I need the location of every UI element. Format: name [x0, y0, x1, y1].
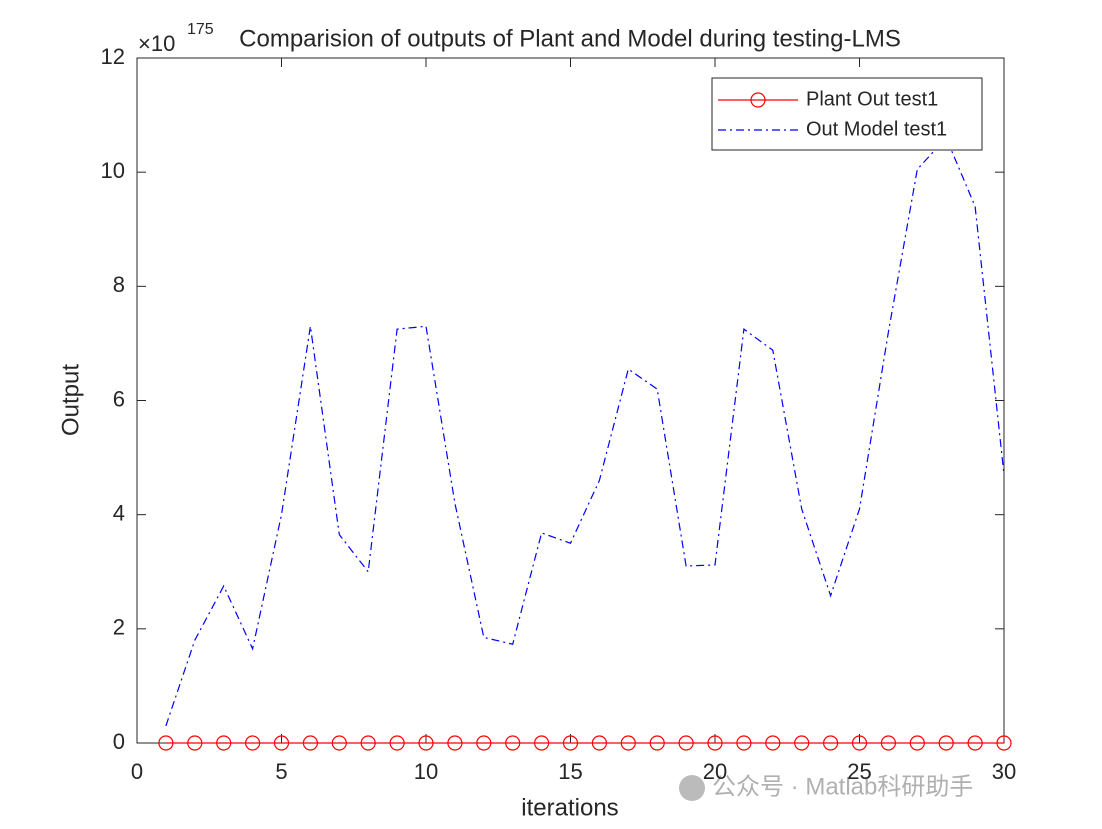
marker	[505, 735, 521, 751]
marker	[794, 735, 810, 751]
x-tick-label: 0	[131, 759, 143, 784]
x-axis-label: iterations	[521, 794, 618, 821]
chart-title: Comparision of outputs of Plant and Mode…	[239, 25, 901, 52]
legend-label: Out Model test1	[806, 118, 947, 140]
marker	[591, 735, 608, 751]
marker	[765, 735, 781, 751]
watermark: 公众号 · Matlab科研助手	[712, 773, 973, 800]
y-tick-label: 0	[113, 729, 125, 754]
marker	[620, 735, 636, 751]
marker	[736, 735, 752, 751]
x-tick-label: 20	[703, 759, 727, 784]
marker	[851, 735, 868, 751]
x-tick-label: 5	[275, 759, 287, 784]
marker	[909, 735, 925, 751]
y-tick-label: 10	[101, 158, 125, 183]
marker	[158, 735, 174, 751]
marker	[476, 735, 492, 751]
plot-area	[136, 57, 1005, 744]
marker	[533, 735, 550, 751]
marker	[707, 735, 723, 751]
marker	[678, 735, 694, 751]
y-exponent-base: ×10	[138, 31, 175, 56]
marker	[562, 735, 579, 751]
y-axis-label: Output	[57, 364, 84, 436]
watermark-icon	[679, 775, 705, 801]
marker	[880, 735, 897, 751]
marker	[447, 735, 463, 751]
marker	[822, 735, 839, 751]
y-tick-label: 12	[101, 44, 125, 69]
y-tick-label: 6	[113, 386, 125, 411]
legend-marker	[750, 92, 766, 108]
marker	[245, 735, 261, 751]
marker	[360, 735, 376, 751]
y-tick-label: 2	[113, 615, 125, 640]
marker	[273, 735, 290, 751]
y-exponent-power: 175	[187, 21, 214, 38]
legend-label: Plant Out test1	[806, 88, 938, 110]
y-tick-label: 4	[113, 500, 125, 525]
marker	[996, 735, 1012, 751]
marker	[649, 735, 665, 751]
marker	[216, 735, 232, 751]
x-tick-label: 30	[992, 759, 1016, 784]
marker	[967, 735, 983, 751]
y-tick-label: 8	[113, 272, 125, 297]
marker	[302, 735, 318, 751]
x-tick-label: 15	[558, 759, 582, 784]
x-tick-label: 10	[414, 759, 438, 784]
x-tick-label: 25	[847, 759, 871, 784]
marker	[187, 735, 203, 751]
marker	[389, 735, 405, 751]
marker	[331, 735, 347, 751]
marker	[418, 735, 434, 751]
marker	[938, 735, 954, 751]
series-line	[165, 136, 1005, 727]
legend-box	[711, 77, 983, 151]
